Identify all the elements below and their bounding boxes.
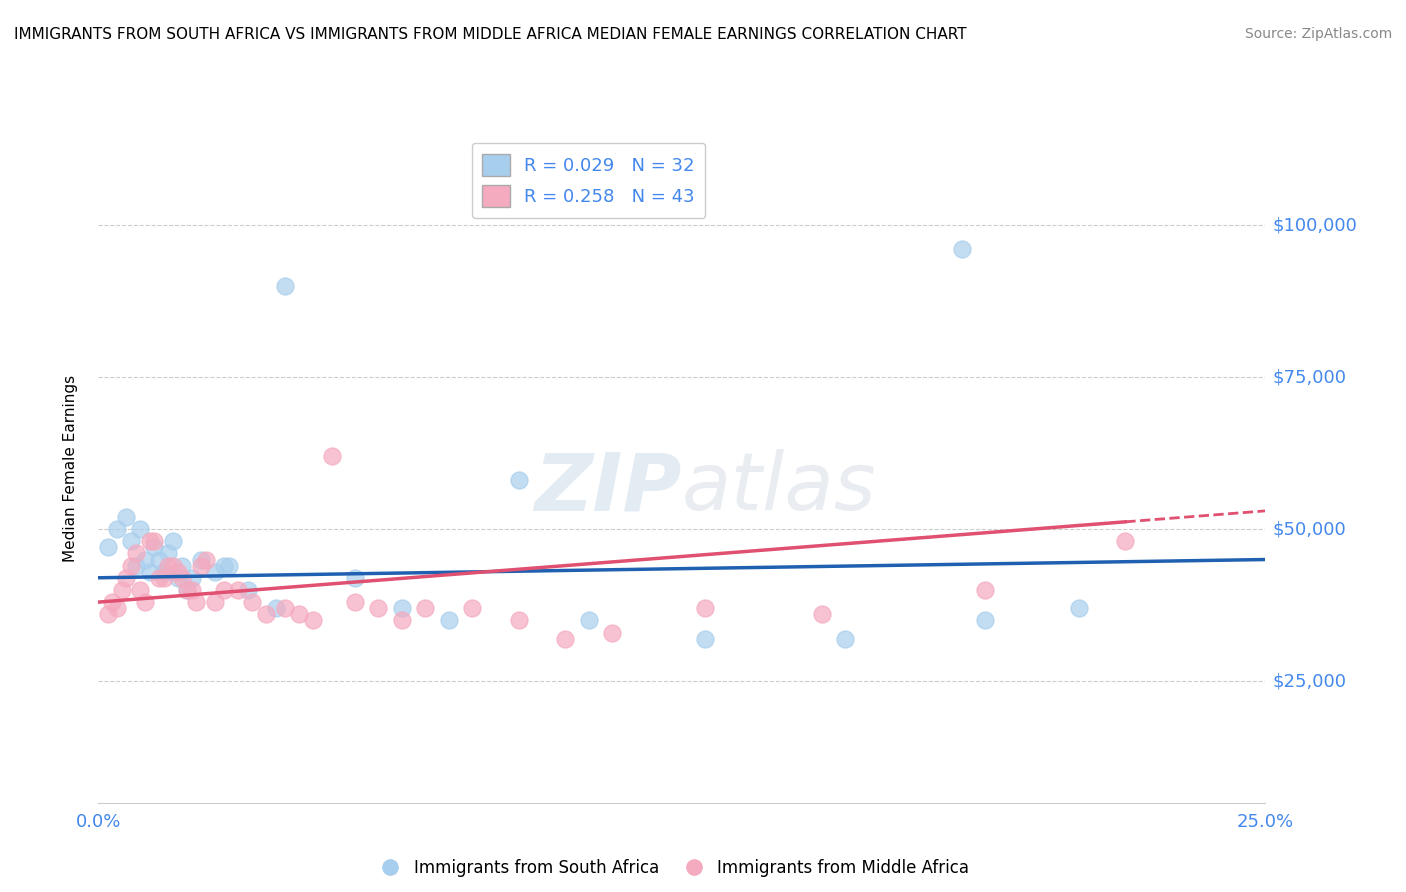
- Point: [162, 558, 184, 573]
- Point: [148, 571, 170, 585]
- Point: [413, 601, 436, 615]
- Point: [97, 541, 120, 555]
- Point: [194, 552, 217, 566]
- Point: [1114, 534, 1136, 549]
- Point: [186, 595, 208, 609]
- Point: [391, 613, 413, 627]
- Point: [166, 565, 188, 579]
- Point: [344, 571, 367, 585]
- Point: [274, 278, 297, 293]
- Point: [204, 595, 226, 609]
- Point: [236, 582, 259, 597]
- Point: [264, 601, 287, 615]
- Text: $25,000: $25,000: [1272, 673, 1347, 690]
- Point: [180, 571, 202, 585]
- Text: atlas: atlas: [682, 450, 877, 527]
- Point: [321, 449, 343, 463]
- Point: [461, 601, 484, 615]
- Text: Source: ZipAtlas.com: Source: ZipAtlas.com: [1244, 27, 1392, 41]
- Text: $75,000: $75,000: [1272, 368, 1347, 386]
- Point: [437, 613, 460, 627]
- Point: [111, 582, 134, 597]
- Point: [143, 541, 166, 555]
- Text: $100,000: $100,000: [1272, 216, 1357, 234]
- Point: [578, 613, 600, 627]
- Point: [288, 607, 311, 622]
- Point: [695, 632, 717, 646]
- Point: [190, 552, 212, 566]
- Point: [125, 546, 148, 560]
- Point: [143, 534, 166, 549]
- Point: [176, 582, 198, 597]
- Point: [811, 607, 834, 622]
- Legend: R = 0.029   N = 32, R = 0.258   N = 43: R = 0.029 N = 32, R = 0.258 N = 43: [471, 143, 706, 218]
- Point: [105, 522, 128, 536]
- Legend: Immigrants from South Africa, Immigrants from Middle Africa: Immigrants from South Africa, Immigrants…: [374, 853, 976, 884]
- Point: [695, 601, 717, 615]
- Point: [139, 565, 162, 579]
- Point: [120, 558, 142, 573]
- Point: [834, 632, 856, 646]
- Point: [148, 552, 170, 566]
- Point: [125, 558, 148, 573]
- Point: [508, 474, 530, 488]
- Point: [256, 607, 278, 622]
- Point: [974, 582, 997, 597]
- Point: [302, 613, 325, 627]
- Point: [974, 613, 997, 627]
- Point: [214, 558, 236, 573]
- Point: [391, 601, 413, 615]
- Point: [101, 595, 124, 609]
- Point: [139, 534, 162, 549]
- Text: ZIP: ZIP: [534, 450, 682, 527]
- Point: [162, 534, 184, 549]
- Point: [950, 243, 973, 257]
- Point: [176, 582, 198, 597]
- Y-axis label: Median Female Earnings: Median Female Earnings: [63, 375, 77, 562]
- Point: [344, 595, 367, 609]
- Point: [190, 558, 212, 573]
- Text: IMMIGRANTS FROM SOUTH AFRICA VS IMMIGRANTS FROM MIDDLE AFRICA MEDIAN FEMALE EARN: IMMIGRANTS FROM SOUTH AFRICA VS IMMIGRAN…: [14, 27, 967, 42]
- Point: [134, 552, 156, 566]
- Point: [157, 546, 180, 560]
- Point: [172, 571, 194, 585]
- Point: [600, 625, 623, 640]
- Point: [129, 582, 152, 597]
- Point: [172, 558, 194, 573]
- Point: [134, 595, 156, 609]
- Point: [180, 582, 202, 597]
- Point: [115, 571, 138, 585]
- Point: [214, 582, 236, 597]
- Text: $50,000: $50,000: [1272, 520, 1346, 538]
- Point: [204, 565, 226, 579]
- Point: [166, 571, 188, 585]
- Point: [152, 565, 174, 579]
- Point: [242, 595, 264, 609]
- Point: [115, 510, 138, 524]
- Point: [120, 534, 142, 549]
- Point: [554, 632, 576, 646]
- Point: [367, 601, 389, 615]
- Point: [218, 558, 240, 573]
- Point: [152, 571, 174, 585]
- Point: [157, 558, 180, 573]
- Point: [105, 601, 128, 615]
- Point: [228, 582, 250, 597]
- Point: [129, 522, 152, 536]
- Point: [508, 613, 530, 627]
- Point: [274, 601, 297, 615]
- Point: [97, 607, 120, 622]
- Point: [1067, 601, 1090, 615]
